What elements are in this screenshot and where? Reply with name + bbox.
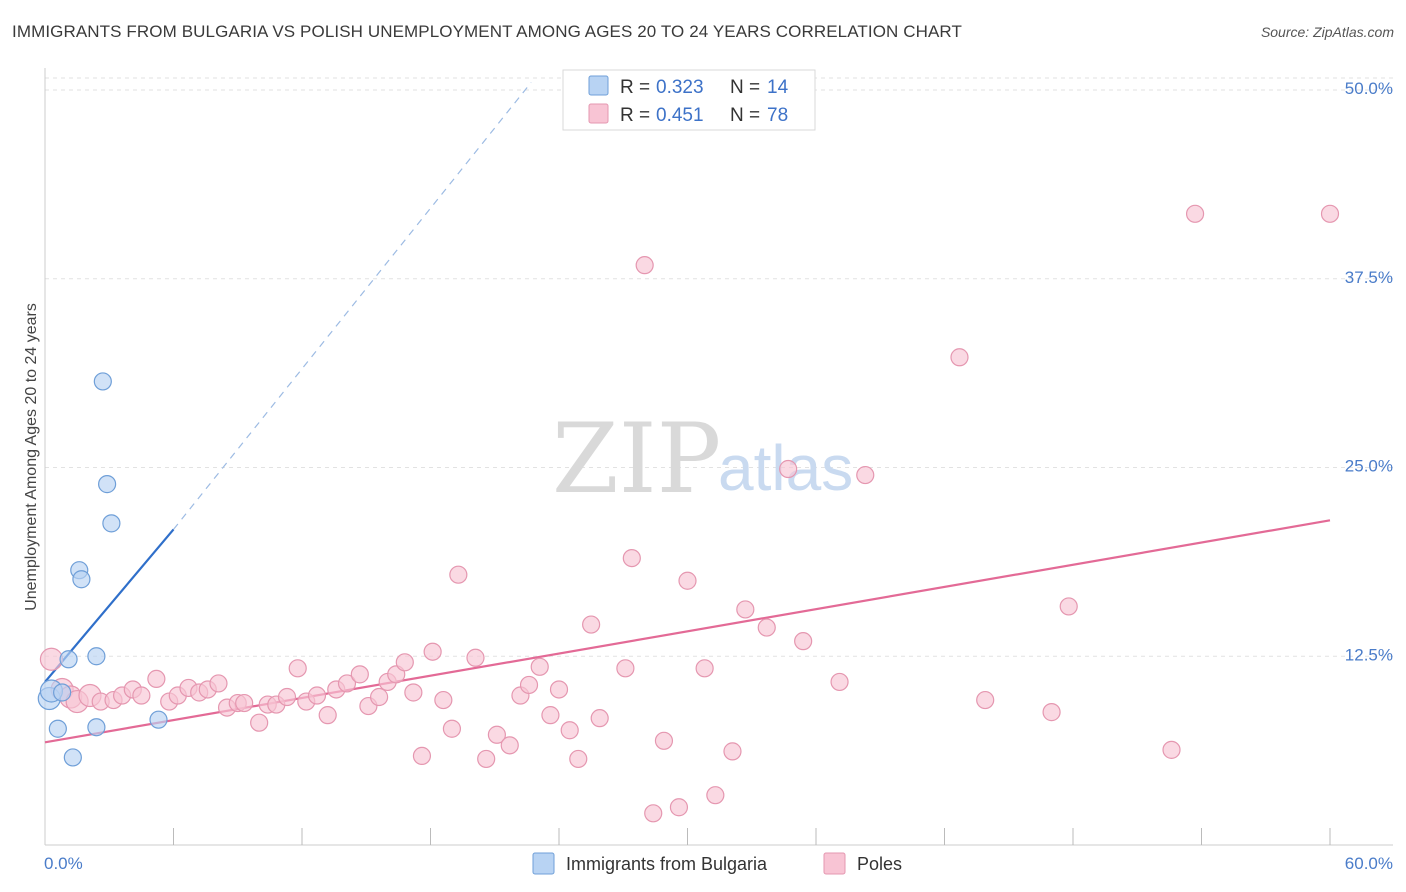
data-point-bulgaria xyxy=(87,647,106,666)
data-point-poles xyxy=(277,687,297,707)
data-point-poles xyxy=(1162,740,1181,759)
data-point-poles xyxy=(736,600,755,619)
legend-r-value-poles: 0.451 xyxy=(656,105,704,126)
data-point-poles xyxy=(678,571,697,590)
trend-line-dashed-bulgaria xyxy=(173,82,532,530)
legend-r-value-bulgaria: 0.323 xyxy=(656,77,704,98)
data-point-bulgaria xyxy=(149,710,168,729)
chart-source: Source: ZipAtlas.com xyxy=(1260,24,1394,40)
data-point-bulgaria xyxy=(59,650,78,669)
data-point-poles xyxy=(434,690,453,710)
y-tick-label: 12.5% xyxy=(1345,645,1393,664)
data-point-bulgaria xyxy=(98,475,117,494)
data-point-bulgaria xyxy=(102,514,121,533)
data-point-poles xyxy=(757,618,776,637)
axes xyxy=(44,68,1393,846)
legend-r-label-poles: R = xyxy=(620,105,650,126)
y-tick-label: 37.5% xyxy=(1345,268,1393,287)
legend-r-label-bulgaria: R = xyxy=(620,77,650,98)
legend-n-label-bulgaria: N = xyxy=(730,77,760,98)
data-point-poles xyxy=(530,657,549,676)
data-point-poles xyxy=(235,693,254,713)
data-point-bulgaria xyxy=(87,718,106,737)
legend-swatch-poles xyxy=(588,103,609,124)
bottom-legend: Immigrants from Bulgaria Poles xyxy=(532,852,902,875)
data-point-poles xyxy=(404,683,423,702)
data-point-poles xyxy=(569,749,588,769)
data-point-poles xyxy=(1185,204,1205,223)
data-point-bulgaria xyxy=(72,570,91,589)
bottom-legend-swatch-bulgaria xyxy=(532,852,555,875)
data-point-poles xyxy=(1320,204,1340,223)
watermark-zip: ZIP xyxy=(552,403,721,515)
data-point-poles xyxy=(132,686,151,705)
y-axis-title: Unemployment Among Ages 20 to 24 years xyxy=(23,303,40,611)
y-tick-label: 50.0% xyxy=(1345,79,1393,98)
watermark: ZIP atlas xyxy=(552,403,853,515)
data-point-poles xyxy=(654,731,674,750)
legend-n-label-poles: N = xyxy=(730,105,760,126)
y-tick-label: 25.0% xyxy=(1345,457,1393,476)
data-point-poles xyxy=(794,632,813,651)
legend-n-value-poles: 78 xyxy=(767,105,788,126)
data-point-poles xyxy=(706,786,725,805)
grid-lines xyxy=(45,77,1395,657)
data-point-poles xyxy=(318,706,337,725)
data-point-poles xyxy=(616,659,635,678)
data-point-poles xyxy=(519,675,539,695)
data-point-poles xyxy=(622,548,641,568)
data-point-bulgaria xyxy=(63,748,82,767)
data-point-poles xyxy=(487,725,506,744)
bottom-legend-label-bulgaria: Immigrants from Bulgaria xyxy=(566,854,768,874)
data-point-bulgaria xyxy=(53,683,72,702)
data-point-poles xyxy=(723,742,742,761)
data-point-poles xyxy=(500,736,519,755)
x-tick-label: 60.0% xyxy=(1345,854,1393,873)
data-point-poles xyxy=(950,348,969,367)
data-point-poles xyxy=(442,719,462,738)
data-point-poles xyxy=(337,674,357,693)
legend-n-value-bulgaria: 14 xyxy=(767,77,789,98)
data-point-poles xyxy=(1042,703,1061,722)
data-point-poles xyxy=(976,690,995,710)
data-point-bulgaria xyxy=(93,372,112,391)
data-point-poles xyxy=(635,256,654,275)
data-point-poles xyxy=(39,647,64,671)
data-point-poles xyxy=(209,674,228,693)
data-points xyxy=(37,204,1340,823)
chart-title: IMMIGRANTS FROM BULGARIA VS POLISH UNEMP… xyxy=(12,22,962,41)
data-point-poles xyxy=(856,465,875,485)
bottom-legend-swatch-poles xyxy=(823,852,846,875)
data-point-poles xyxy=(412,746,432,766)
data-point-poles xyxy=(395,653,414,672)
data-point-poles xyxy=(590,709,609,728)
data-point-poles xyxy=(288,659,307,678)
data-point-poles xyxy=(541,706,560,725)
data-point-poles xyxy=(830,672,849,692)
data-point-poles xyxy=(1059,597,1078,616)
data-point-bulgaria xyxy=(48,719,67,738)
data-point-poles xyxy=(560,721,579,740)
data-point-poles xyxy=(779,459,798,479)
bottom-legend-label-poles: Poles xyxy=(857,854,902,874)
data-point-poles xyxy=(307,686,327,705)
legend-swatch-bulgaria xyxy=(588,75,609,96)
data-point-poles xyxy=(549,680,569,699)
data-point-poles xyxy=(250,713,269,732)
tick-labels: 12.5% 25.0% 37.5% 50.0% 0.0% 60.0% xyxy=(44,79,1393,873)
data-point-poles xyxy=(466,648,485,667)
x-tick-label: 0.0% xyxy=(44,854,83,873)
data-point-poles xyxy=(669,798,689,817)
data-point-poles xyxy=(350,665,369,684)
data-point-poles xyxy=(582,615,601,634)
data-point-poles xyxy=(449,565,468,584)
data-point-poles xyxy=(644,804,663,823)
legend-box: R = 0.323 N = 14 R = 0.451 N = 78 xyxy=(562,69,816,131)
data-point-poles xyxy=(370,687,389,707)
data-point-poles xyxy=(147,669,166,689)
data-point-poles xyxy=(477,749,496,769)
data-point-poles xyxy=(423,642,442,661)
data-point-poles xyxy=(695,659,714,678)
